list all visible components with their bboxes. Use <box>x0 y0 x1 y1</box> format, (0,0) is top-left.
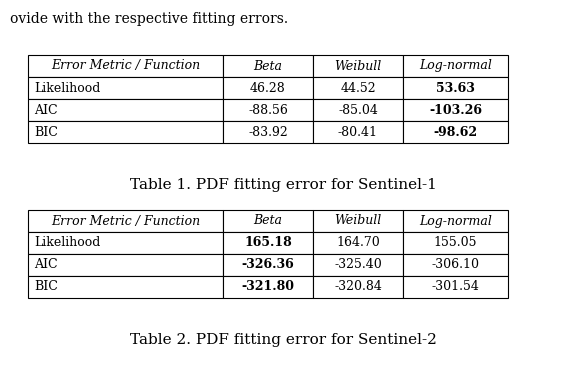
Text: -88.56: -88.56 <box>248 104 288 117</box>
Text: Error Metric / Function: Error Metric / Function <box>51 215 200 228</box>
Text: -326.36: -326.36 <box>242 259 294 272</box>
Text: -301.54: -301.54 <box>431 280 479 293</box>
Bar <box>28 210 223 232</box>
Text: Likelihood: Likelihood <box>34 81 100 94</box>
Bar <box>403 99 508 121</box>
Text: ovide with the respective fitting errors.: ovide with the respective fitting errors… <box>10 12 288 26</box>
Text: 44.52: 44.52 <box>340 81 376 94</box>
Bar <box>313 254 403 276</box>
Bar <box>313 55 403 77</box>
Text: Beta: Beta <box>254 215 282 228</box>
Bar <box>223 55 313 77</box>
Text: Table 2. PDF fitting error for Sentinel-2: Table 2. PDF fitting error for Sentinel-… <box>130 333 436 347</box>
Bar <box>223 121 313 143</box>
Bar <box>403 121 508 143</box>
Text: -83.92: -83.92 <box>248 125 288 138</box>
Bar <box>403 276 508 298</box>
Text: Beta: Beta <box>254 60 282 73</box>
Text: -98.62: -98.62 <box>434 125 478 138</box>
Text: BIC: BIC <box>34 125 58 138</box>
Bar <box>28 77 223 99</box>
Bar <box>28 121 223 143</box>
Text: Table 1. PDF fitting error for Sentinel-1: Table 1. PDF fitting error for Sentinel-… <box>130 178 436 192</box>
Bar <box>28 276 223 298</box>
Text: 155.05: 155.05 <box>434 236 477 249</box>
Text: 46.28: 46.28 <box>250 81 286 94</box>
Text: -321.80: -321.80 <box>242 280 294 293</box>
Text: -306.10: -306.10 <box>431 259 479 272</box>
Bar <box>313 121 403 143</box>
Bar <box>28 254 223 276</box>
Text: Log-normal: Log-normal <box>419 215 492 228</box>
Text: -320.84: -320.84 <box>334 280 382 293</box>
Text: -103.26: -103.26 <box>429 104 482 117</box>
Bar <box>28 99 223 121</box>
Bar <box>223 232 313 254</box>
Bar <box>223 210 313 232</box>
Text: -85.04: -85.04 <box>338 104 378 117</box>
Bar <box>223 254 313 276</box>
Bar <box>223 77 313 99</box>
Bar <box>313 210 403 232</box>
Text: Likelihood: Likelihood <box>34 236 100 249</box>
Bar <box>403 232 508 254</box>
Text: 53.63: 53.63 <box>436 81 475 94</box>
Text: Weibull: Weibull <box>335 60 381 73</box>
Text: -80.41: -80.41 <box>338 125 378 138</box>
Bar <box>403 55 508 77</box>
Text: AIC: AIC <box>34 259 58 272</box>
Bar <box>313 99 403 121</box>
Text: Log-normal: Log-normal <box>419 60 492 73</box>
Bar <box>28 55 223 77</box>
Bar <box>313 77 403 99</box>
Bar <box>403 77 508 99</box>
Bar <box>28 232 223 254</box>
Bar <box>223 99 313 121</box>
Text: Error Metric / Function: Error Metric / Function <box>51 60 200 73</box>
Bar <box>313 276 403 298</box>
Bar <box>223 276 313 298</box>
Text: -325.40: -325.40 <box>334 259 382 272</box>
Text: AIC: AIC <box>34 104 58 117</box>
Text: 164.70: 164.70 <box>336 236 380 249</box>
Text: Weibull: Weibull <box>335 215 381 228</box>
Bar <box>403 210 508 232</box>
Bar <box>403 254 508 276</box>
Text: 165.18: 165.18 <box>244 236 292 249</box>
Bar <box>313 232 403 254</box>
Text: BIC: BIC <box>34 280 58 293</box>
